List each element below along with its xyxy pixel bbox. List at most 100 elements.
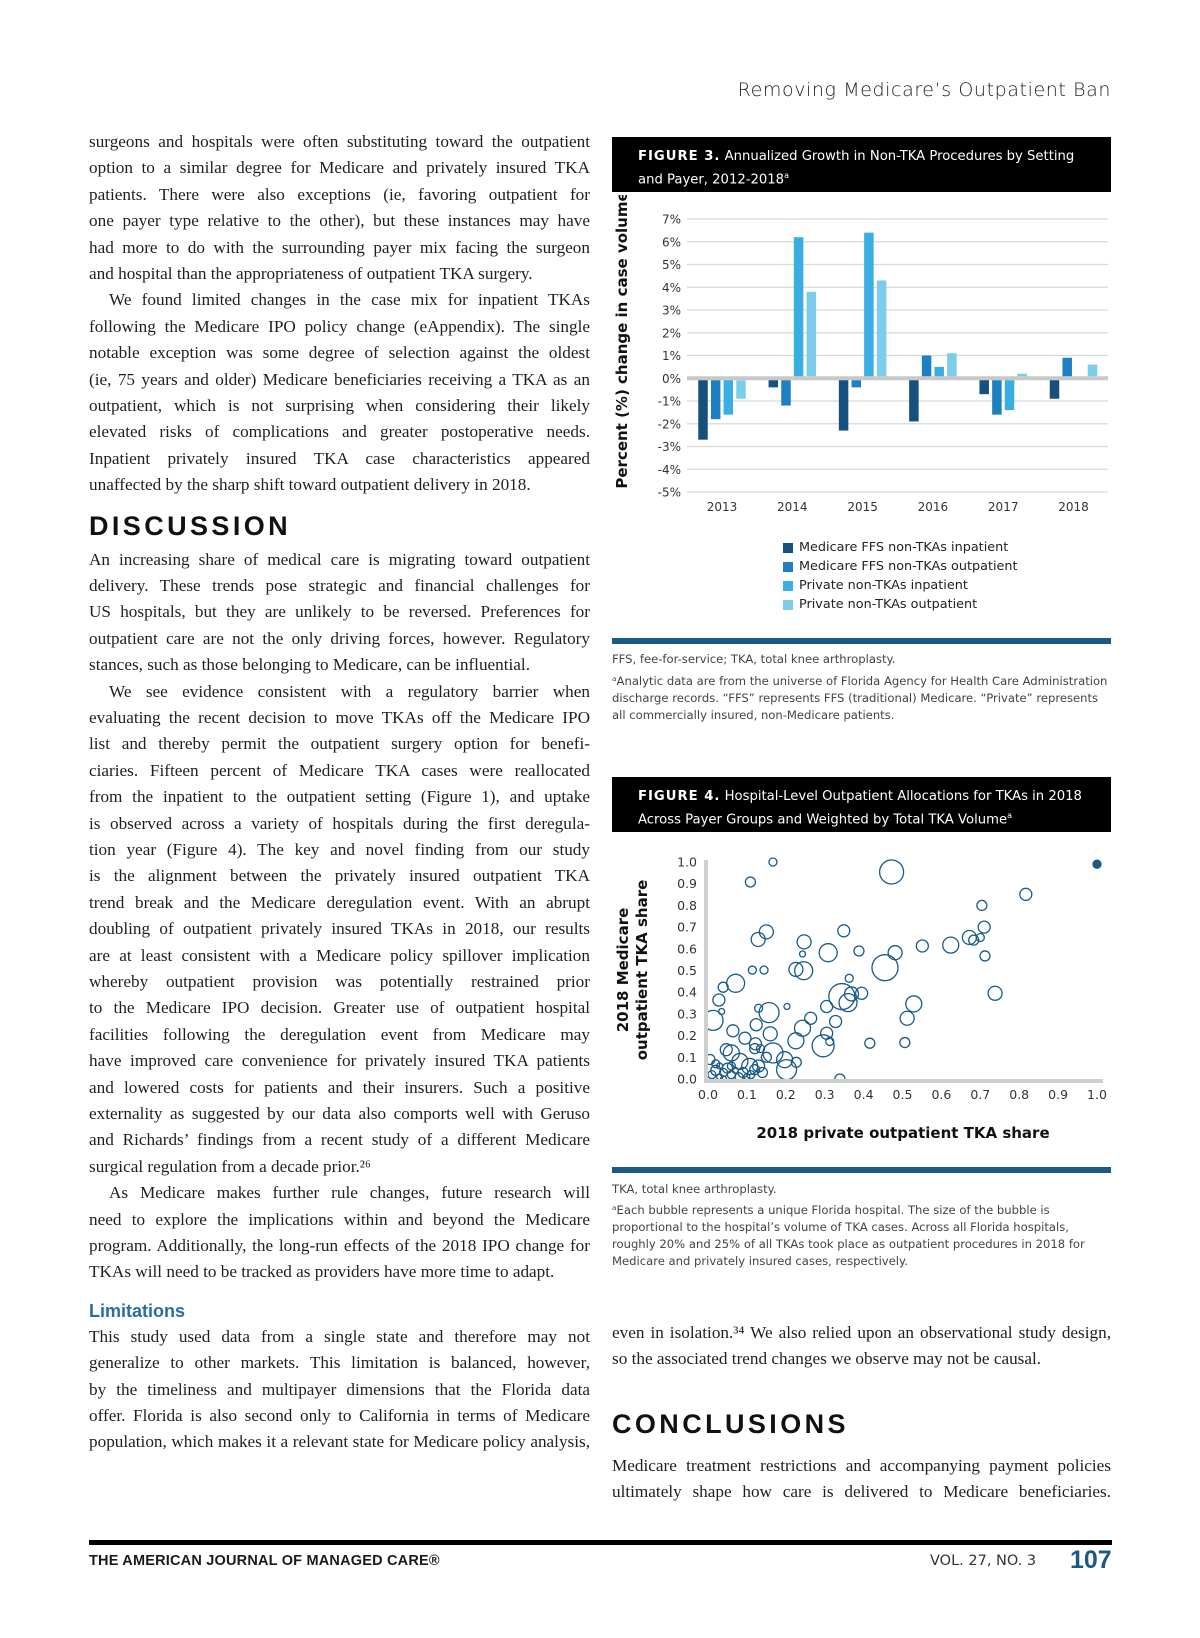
- body-line: outpatient, which is not surprising when…: [89, 396, 590, 415]
- bubble: [915, 939, 929, 953]
- figure4-label: FIGURE 4.: [638, 789, 721, 804]
- bubble: [1092, 859, 1102, 869]
- bubble: [798, 950, 807, 958]
- bubble: [762, 1026, 778, 1042]
- bubble: [942, 936, 960, 954]
- legend-item: Private non-TKAs inpatient: [783, 576, 1018, 595]
- bar: [838, 380, 849, 431]
- bubble: [738, 1031, 752, 1045]
- y-tick-label: 0.4: [677, 985, 697, 1000]
- left-column: surgeons and hospitals were often substi…: [89, 0, 590, 1520]
- bubble: [726, 1061, 736, 1071]
- body-line: generalize to other markets. This limita…: [89, 1353, 590, 1373]
- bubble: [708, 1053, 716, 1066]
- bubble: [717, 981, 729, 993]
- bubble: [768, 857, 778, 867]
- bar: [768, 380, 779, 388]
- bar: [793, 237, 804, 377]
- bubble: [887, 945, 903, 961]
- body-line: surgical regulation from a decade prior.…: [89, 1156, 371, 1176]
- body-line: trend break and the Medicare deregulatio…: [89, 892, 590, 912]
- bar: [1062, 357, 1072, 377]
- y-tick-label: 6%: [662, 235, 681, 249]
- bubble: [712, 993, 726, 1007]
- bar: [723, 380, 734, 415]
- figure3-title: Annualized Growth in Non-TKA Procedures …: [638, 149, 1075, 188]
- body-line: surgeons and hospitals were often substi…: [89, 132, 590, 151]
- x-tick-label: 0.8: [1009, 1087, 1029, 1102]
- bubble: [899, 1036, 911, 1049]
- bubble: [758, 924, 774, 940]
- bubble: [734, 1072, 744, 1079]
- body-line: so the associated trend changes we obser…: [612, 1349, 1042, 1368]
- figure3-bar-chart: 7% 6% 5% 4% 3% 2% 1% 0% -1% -2% -3% -4% -5% 2013 2014 2…: [613, 195, 1108, 514]
- y-axis-title-line2: outpatient TKA share: [633, 880, 651, 1061]
- y-tick-label: -1%: [658, 395, 681, 409]
- x-tick-label: 0.5: [893, 1087, 913, 1102]
- bubble: [726, 1024, 740, 1038]
- body-line: had more to do with the surrounding paye…: [89, 237, 590, 257]
- body-line: We found limited changes in the case mix…: [109, 290, 590, 310]
- body-line: is the alignment between the privately i…: [89, 866, 590, 886]
- body-line: from the inpatient to the outpatient set…: [89, 787, 590, 807]
- legend-swatch: [783, 599, 793, 610]
- figure4-footnote: ᵃEach bubble represents a unique Florida…: [612, 1203, 1085, 1268]
- body-line: and hospital than the appropriateness of…: [89, 264, 533, 283]
- bubble: [794, 961, 814, 981]
- figure4-bubble-chart: 1.0 0.9 0.8 0.7 0.6 0.5 0.4 0.3 0.2 0.1 0.00.0 0.1 0…: [614, 855, 1107, 1143]
- bubble: [725, 973, 746, 993]
- bubble: [747, 965, 757, 975]
- body-line: population, which makes it a relevant st…: [89, 1432, 590, 1452]
- bar: [934, 366, 944, 377]
- bubble: [864, 1037, 876, 1049]
- x-tick-label: 2017: [988, 500, 1019, 514]
- bar: [781, 380, 791, 406]
- footer-volume: VOL. 27, NO. 3: [930, 1553, 1037, 1569]
- legend-item: Medicare FFS non-TKAs outpatient: [783, 557, 1018, 576]
- bubble: [976, 899, 988, 912]
- bubble: [838, 992, 858, 1013]
- y-tick-label: -4%: [658, 463, 681, 477]
- body-line: elevated risks of complications and grea…: [89, 422, 590, 442]
- bubble: [905, 995, 923, 1013]
- figure3-legend: Medicare FFS non-TKAs inpatient Medicare…: [783, 538, 1018, 614]
- bubble: [975, 932, 985, 943]
- body-line: and lowered costs for patients and their…: [89, 1077, 590, 1097]
- footer-rule: [89, 1540, 1112, 1545]
- y-tick-label: 0.7: [677, 920, 697, 935]
- y-tick-label: 4%: [662, 281, 681, 295]
- legend-item: Medicare FFS non-TKAs inpatient: [783, 538, 1018, 557]
- legend-swatch: [783, 561, 793, 572]
- body-line: whereby outpatient provision was potenti…: [89, 972, 590, 991]
- y-tick-label: 0.6: [677, 941, 697, 956]
- body-line: US hospitals, but they are unlikely to b…: [89, 602, 590, 622]
- bubble: [825, 1036, 835, 1047]
- bubble: [987, 985, 1003, 1001]
- bubble: [878, 859, 905, 885]
- body-line: patients. There were also exceptions (ie…: [89, 184, 590, 204]
- bar: [698, 380, 708, 440]
- x-tick-label: 0.2: [776, 1087, 796, 1102]
- bubble: [843, 986, 860, 1002]
- legend-item: Private non-TKAs outpatient: [783, 595, 1018, 614]
- bar: [1087, 364, 1098, 377]
- running-head: Removing Medicare’s Outpatient Ban: [737, 79, 1111, 101]
- y-tick-label: 0.2: [677, 1028, 697, 1043]
- x-tick-label: 1.0: [1087, 1087, 1107, 1102]
- body-line: need to explore the implications within …: [89, 1209, 590, 1229]
- figure3-abbrev-note: FFS, fee-for-service; TKA, total knee ar…: [612, 652, 896, 666]
- discussion-heading: DISCUSSION: [89, 510, 292, 541]
- x-tick-label: 2018: [1058, 500, 1089, 514]
- body-line: unaffected by the sharp shift toward out…: [89, 475, 531, 495]
- x-tick-label: 0.1: [737, 1087, 757, 1102]
- bubble: [750, 931, 766, 948]
- bubble: [719, 1075, 728, 1079]
- y-tick-label: 0.9: [677, 876, 697, 891]
- y-tick-label: 0%: [662, 372, 681, 386]
- bar: [992, 380, 1002, 415]
- bubble: [844, 973, 854, 983]
- limitations-subheading: Limitations: [89, 1300, 186, 1321]
- figure4-rule: [612, 1167, 1111, 1173]
- legend-label: Private non-TKAs outpatient: [799, 597, 978, 612]
- bubble: [746, 1070, 756, 1079]
